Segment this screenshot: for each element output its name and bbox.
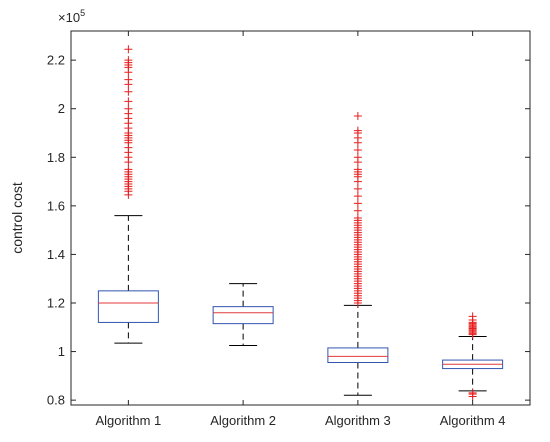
chart-marks: [97, 45, 504, 401]
outlier-point: [124, 165, 133, 174]
outlier-point: [468, 388, 477, 397]
outlier-point: [353, 146, 362, 154]
outlier-point: [353, 206, 362, 215]
outlier-point: [353, 165, 362, 174]
box-2: [212, 283, 274, 346]
plot-area: [70, 30, 531, 406]
y-axis-ticks: 0.8 1 1.2 1.4 1.6 1.8 2 2.2: [47, 53, 530, 408]
y-tick-label: 2: [58, 101, 65, 116]
y-tick-label: 2.2: [47, 53, 65, 68]
y-tick-label: 1: [58, 344, 65, 359]
x-tick-label: Algorithm 2: [210, 413, 276, 428]
interquartile-box: [97, 290, 159, 323]
outlier-point: [353, 214, 362, 222]
outlier-point: [124, 104, 133, 113]
box-3: [327, 112, 389, 396]
x-tick-label: Algorithm 1: [96, 413, 162, 428]
outlier-point: [353, 199, 362, 208]
y-multiplier-exponent: 5: [80, 8, 85, 18]
interquartile-box: [212, 306, 274, 325]
y-tick-label: 1.2: [47, 296, 65, 311]
outlier-point: [353, 126, 362, 135]
box-4: [442, 312, 504, 401]
outlier-point: [353, 112, 362, 120]
x-tick-label: Algorithm 4: [440, 413, 506, 428]
x-axis-ticks: Algorithm 1 Algorithm 2 Algorithm 3 Algorit…: [96, 31, 506, 428]
box-1: [97, 45, 159, 344]
x-tick-label: Algorithm 3: [325, 413, 391, 428]
outlier-point: [124, 97, 133, 106]
outlier-point: [124, 87, 133, 96]
outlier-point: [124, 75, 133, 84]
y-axis-multiplier: ×105: [58, 8, 85, 25]
interquartile-box: [327, 347, 389, 363]
y-tick-label: 0.8: [47, 393, 65, 408]
y-multiplier-base: ×10: [58, 10, 80, 25]
outlier-point: [124, 56, 133, 65]
y-tick-label: 1.4: [47, 247, 65, 262]
y-tick-label: 1.6: [47, 198, 65, 213]
outlier-point: [353, 153, 362, 162]
outlier-point: [468, 312, 477, 321]
y-axis-label: control cost: [9, 182, 25, 254]
outlier-point: [124, 45, 133, 54]
outlier-point: [353, 192, 362, 201]
y-tick-label: 1.8: [47, 150, 65, 165]
outlier-point: [353, 184, 362, 193]
